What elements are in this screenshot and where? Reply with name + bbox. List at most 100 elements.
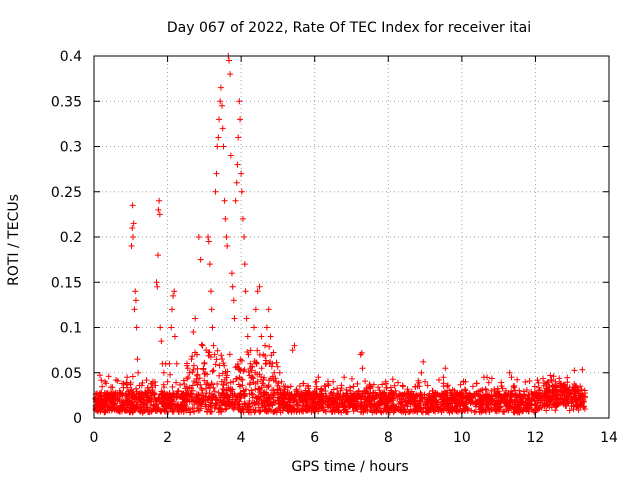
noise-marker bbox=[189, 394, 196, 401]
data-point bbox=[220, 143, 227, 150]
noise-marker bbox=[295, 402, 302, 409]
data-point bbox=[235, 134, 242, 141]
noise-marker bbox=[224, 391, 231, 398]
data-point bbox=[205, 238, 212, 245]
noise-marker bbox=[220, 382, 227, 389]
data-point bbox=[184, 387, 191, 394]
noise-marker bbox=[581, 387, 588, 394]
noise-marker bbox=[296, 383, 303, 390]
x-axis-label: GPS time / hours bbox=[291, 459, 408, 475]
noise-marker bbox=[219, 370, 226, 377]
noise-marker bbox=[471, 409, 478, 416]
noise-marker bbox=[173, 379, 180, 386]
data-point bbox=[227, 71, 234, 78]
noise-marker bbox=[236, 366, 243, 373]
noise-marker bbox=[453, 391, 460, 398]
noise-marker bbox=[246, 390, 253, 397]
data-point bbox=[214, 143, 221, 150]
noise-marker bbox=[546, 396, 553, 403]
noise-marker bbox=[146, 409, 153, 416]
data-point bbox=[374, 404, 381, 411]
noise-marker bbox=[542, 391, 549, 398]
noise-marker bbox=[464, 405, 471, 412]
noise-marker bbox=[376, 387, 383, 394]
noise-marker bbox=[326, 402, 333, 409]
noise-marker bbox=[247, 347, 254, 354]
data-point bbox=[260, 351, 267, 358]
data-point bbox=[249, 374, 256, 381]
noise-marker bbox=[263, 398, 270, 405]
noise-marker bbox=[256, 396, 263, 403]
noise-marker bbox=[223, 386, 230, 393]
data-point bbox=[122, 392, 129, 399]
data-point bbox=[217, 98, 224, 105]
noise-marker bbox=[230, 405, 237, 412]
y-tick-label: 0.25 bbox=[51, 185, 82, 201]
data-point bbox=[245, 351, 252, 358]
data-point bbox=[341, 374, 348, 381]
noise-marker bbox=[334, 404, 341, 411]
noise-marker bbox=[523, 401, 530, 408]
noise-marker bbox=[241, 366, 248, 373]
noise-marker bbox=[124, 381, 131, 388]
data-point bbox=[239, 215, 246, 222]
noise-marker bbox=[291, 394, 298, 401]
noise-marker bbox=[377, 408, 384, 415]
data-point bbox=[186, 369, 193, 376]
data-point bbox=[287, 383, 294, 390]
noise-marker bbox=[183, 383, 190, 390]
noise-marker bbox=[571, 367, 578, 374]
data-point bbox=[229, 283, 236, 290]
noise-marker bbox=[183, 362, 190, 369]
data-point bbox=[400, 383, 406, 390]
noise-marker bbox=[552, 407, 559, 414]
noise-marker bbox=[390, 397, 397, 403]
data-point bbox=[480, 374, 487, 381]
noise-marker bbox=[563, 403, 570, 410]
data-point bbox=[222, 215, 229, 222]
data-point bbox=[132, 297, 139, 304]
noise-marker bbox=[220, 390, 227, 397]
data-point bbox=[285, 396, 292, 403]
data-point bbox=[182, 396, 189, 403]
data-point bbox=[113, 376, 120, 383]
data-point bbox=[192, 315, 199, 322]
noise-marker bbox=[159, 400, 166, 407]
noise-marker bbox=[166, 402, 173, 409]
data-point bbox=[105, 373, 112, 380]
noise-marker bbox=[523, 387, 530, 394]
noise-marker bbox=[535, 406, 542, 413]
noise-marker bbox=[160, 392, 167, 399]
data-point bbox=[322, 383, 329, 390]
data-point bbox=[140, 401, 147, 408]
data-point bbox=[124, 374, 131, 381]
noise-marker bbox=[561, 381, 568, 388]
data-point bbox=[436, 392, 443, 399]
data-point bbox=[558, 380, 565, 387]
noise-marker bbox=[213, 401, 220, 408]
noise-marker bbox=[448, 392, 455, 399]
data-point bbox=[216, 116, 223, 123]
noise-marker bbox=[400, 392, 407, 399]
noise-marker bbox=[457, 381, 464, 388]
noise-marker bbox=[129, 405, 136, 412]
data-point bbox=[539, 396, 546, 403]
noise-marker bbox=[350, 408, 357, 415]
noise-marker bbox=[248, 387, 255, 394]
data-point bbox=[207, 288, 214, 295]
data-point bbox=[205, 234, 212, 240]
noise-marker bbox=[565, 394, 572, 401]
data-point bbox=[358, 349, 365, 356]
data-point bbox=[188, 356, 195, 363]
noise-marker bbox=[534, 377, 541, 384]
data-point bbox=[326, 395, 333, 402]
data-point bbox=[233, 179, 240, 186]
noise-marker bbox=[188, 385, 195, 392]
noise-marker bbox=[213, 356, 220, 363]
noise-marker bbox=[405, 400, 412, 407]
noise-marker bbox=[131, 402, 138, 409]
noise-marker bbox=[152, 382, 159, 389]
data-point bbox=[521, 392, 528, 399]
noise-marker bbox=[517, 394, 524, 401]
noise-marker bbox=[126, 407, 133, 414]
